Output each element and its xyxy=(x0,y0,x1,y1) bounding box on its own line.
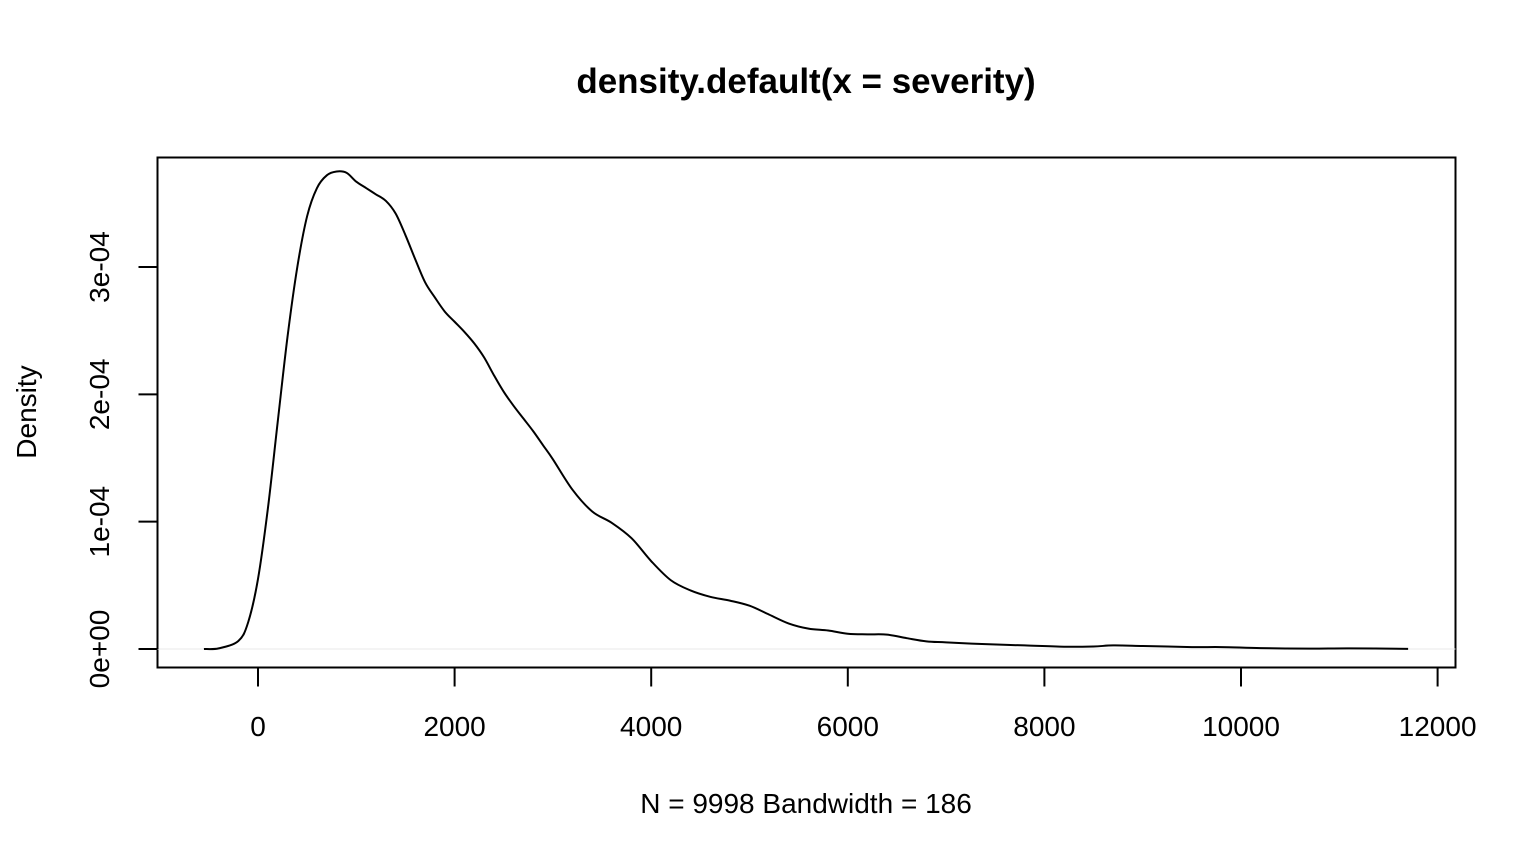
x-tick-label: 10000 xyxy=(1202,711,1280,742)
x-axis: 0 2000 4000 6000 8000 10000 12000 xyxy=(250,666,1477,742)
y-tick-label: 1e-04 xyxy=(84,486,115,558)
y-tick-label: 3e-04 xyxy=(84,231,115,303)
x-tick-label: 4000 xyxy=(620,711,682,742)
y-axis-label: Density xyxy=(11,365,42,458)
y-tick-label: 2e-04 xyxy=(84,359,115,431)
x-tick-label: 6000 xyxy=(817,711,879,742)
y-tick-label: 0e+00 xyxy=(84,610,115,689)
plot-frame xyxy=(156,156,1457,669)
x-tick-label: 12000 xyxy=(1399,711,1477,742)
x-axis-label: N = 9998 Bandwidth = 186 xyxy=(640,788,972,819)
x-tick-label: 2000 xyxy=(423,711,485,742)
y-axis: 0e+00 1e-04 2e-04 3e-04 xyxy=(84,231,159,689)
density-curve xyxy=(203,170,1409,651)
x-tick-label: 0 xyxy=(250,711,266,742)
x-tick-label: 8000 xyxy=(1013,711,1075,742)
chart-title: density.default(x = severity) xyxy=(576,62,1035,101)
